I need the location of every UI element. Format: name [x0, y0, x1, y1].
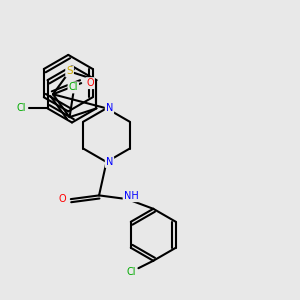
- Text: Cl: Cl: [68, 82, 78, 92]
- Text: S: S: [66, 66, 73, 76]
- Text: N: N: [106, 157, 113, 167]
- Text: O: O: [58, 194, 66, 204]
- Text: N: N: [106, 103, 113, 113]
- Text: Cl: Cl: [126, 267, 136, 277]
- Text: Cl: Cl: [17, 103, 26, 113]
- Text: NH: NH: [124, 191, 138, 201]
- Text: O: O: [86, 78, 94, 88]
